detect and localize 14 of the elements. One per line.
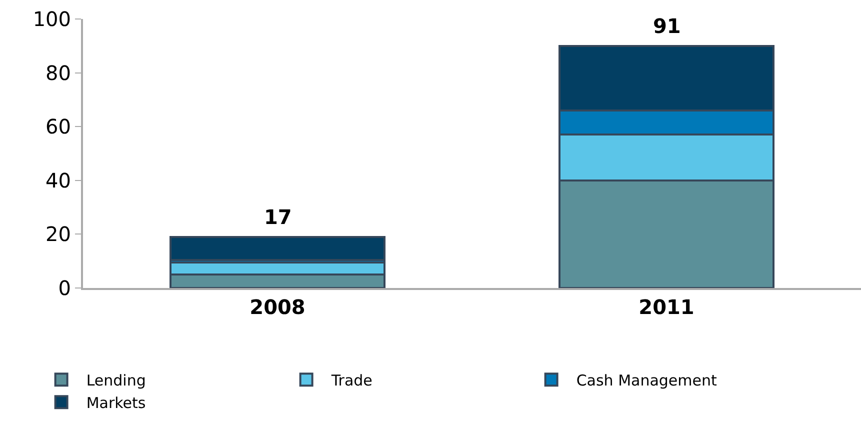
y-tick-label: 60	[46, 114, 71, 139]
legend-label: Cash Management	[576, 371, 718, 390]
legend-label: Lending	[86, 371, 146, 390]
legend-label: Markets	[86, 394, 146, 412]
y-tick-label: 20	[46, 222, 71, 246]
y-tick-label: 0	[58, 276, 71, 300]
total-label: 91	[653, 14, 681, 38]
total-label: 17	[264, 205, 292, 229]
x-tick-label: 2008	[250, 295, 306, 319]
x-tick-label: 2011	[638, 295, 694, 319]
y-tick-label: 80	[46, 60, 71, 85]
y-tick-label: 40	[46, 168, 71, 192]
legend-label: Trade	[330, 371, 372, 390]
y-tick-label: 100	[32, 7, 71, 31]
